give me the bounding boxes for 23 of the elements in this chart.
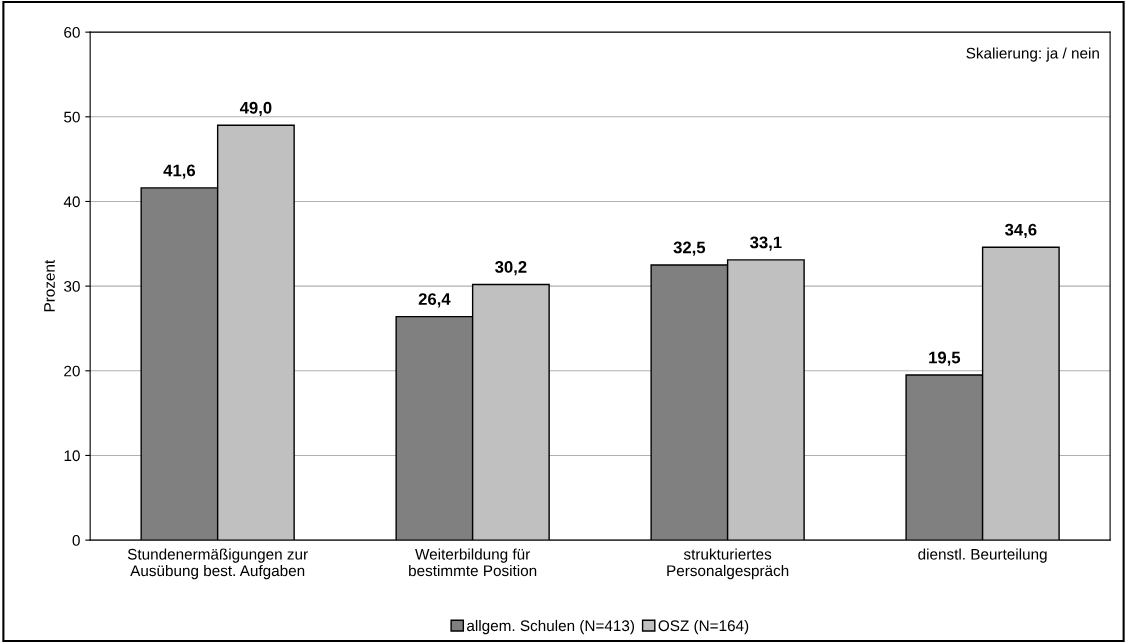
data-label: 34,6 (1005, 223, 1037, 238)
x-tick-label: Weiterbildung für bestimmte Position (409, 548, 537, 577)
data-label: 19,5 (929, 351, 961, 366)
x-tick-label: strukturiertes Personalgespräch (667, 548, 789, 580)
annotation: Skalierung: ja / nein (966, 47, 1099, 62)
y-tick-label: 50 (64, 111, 80, 123)
legend-label: allgem. Schulen (N=413) (467, 619, 635, 635)
data-label: 41,6 (163, 164, 196, 179)
y-tick-label: 40 (63, 196, 80, 208)
y-tick-label: 0 (72, 534, 80, 546)
y-axis-title: Prozent (44, 259, 55, 312)
x-tick-label: dienstl. Beurteilung (918, 548, 1047, 563)
data-label: 30,2 (495, 261, 527, 276)
y-tick-label: 60 (64, 27, 80, 38)
data-label: 26,4 (418, 293, 451, 308)
x-tick-label: Stundenermäßigungen zur Ausübung best. Aufgaben (127, 548, 308, 580)
data-label: 33,1 (750, 236, 782, 251)
y-tick-label: 20 (64, 365, 80, 377)
data-label: 32,5 (673, 241, 706, 256)
y-tick-label: 30 (64, 281, 80, 292)
legend-label: OSZ (N=164) (658, 619, 749, 635)
y-tick-label: 10 (64, 450, 80, 462)
data-label: 49,0 (239, 101, 272, 117)
